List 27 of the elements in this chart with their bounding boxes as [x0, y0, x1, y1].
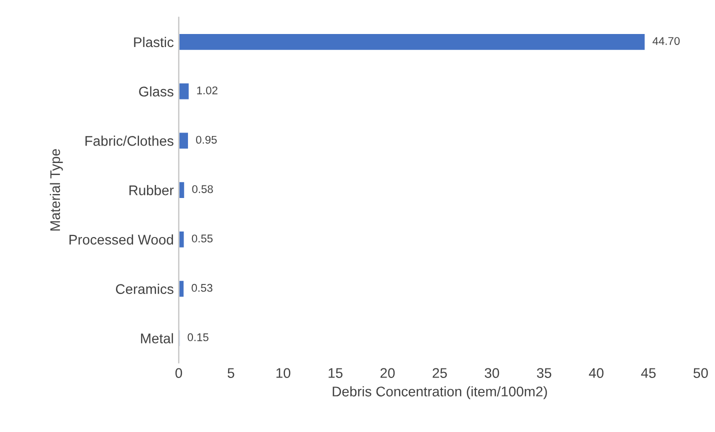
x-tick-label: 5	[228, 368, 234, 378]
y-tick-label: Metal	[141, 333, 173, 344]
x-tick-label: 35	[536, 368, 552, 378]
x-tick-label: 15	[328, 368, 342, 378]
y-tick-label: Plastic	[134, 36, 174, 48]
y-tick-label: Ceramics	[116, 284, 174, 294]
data-label: 0.95	[196, 136, 217, 144]
y-tick-label: Rubber	[129, 185, 174, 196]
data-label: 0.58	[192, 185, 213, 194]
data-label: 0.15	[188, 333, 208, 342]
y-tick-label: Processed Wood	[70, 234, 173, 245]
x-tick-label: 50	[694, 368, 708, 378]
x-tick-label: 0	[175, 368, 182, 378]
x-tick-label: 25	[432, 368, 447, 378]
x-tick-label: 45	[641, 368, 656, 378]
x-tick-label: 40	[588, 368, 604, 378]
y-tick-label: Fabric/Clothes	[85, 136, 174, 146]
y-tick-label: Glass	[139, 86, 174, 97]
data-label: 0.53	[192, 284, 212, 292]
x-tick-label: 20	[380, 368, 395, 378]
x-tick-label: 30	[484, 368, 500, 378]
data-label: 44.70	[652, 37, 680, 45]
x-tick-label: 10	[276, 368, 290, 378]
data-label: 1.02	[197, 86, 218, 94]
x-axis-title: Debris Concentration (item/100m2)	[332, 386, 547, 400]
data-label: 0.55	[192, 234, 213, 242]
y-axis-title: Material Type	[50, 149, 63, 230]
